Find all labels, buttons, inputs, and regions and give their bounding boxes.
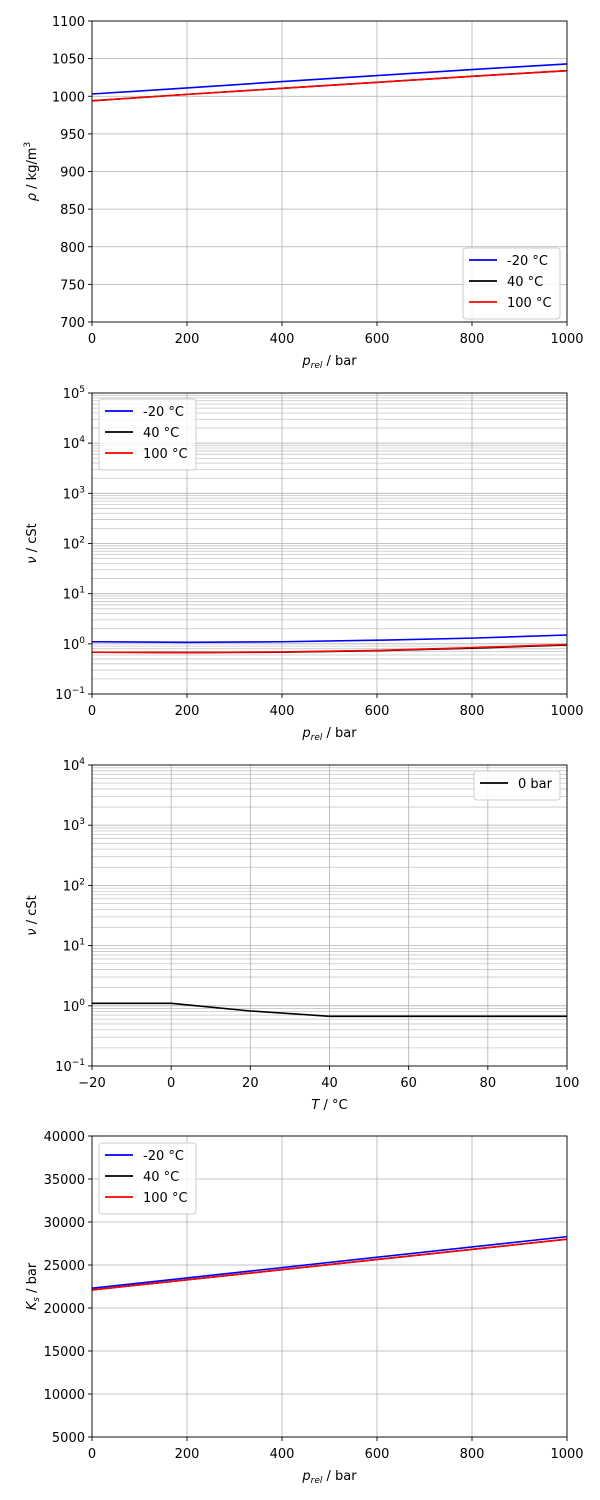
y-tick-label: 104 (63, 435, 86, 452)
x-tick-label: 600 (365, 704, 390, 719)
x-tick-label: 600 (365, 332, 390, 347)
legend-entry: -20 °C (507, 254, 548, 269)
y-tick-label: 105 (63, 385, 85, 402)
chart-2: 0 200 400 600 800 1000 10−1 100 101 102 103 104 105 p… (25, 385, 584, 743)
series-line-3 (91, 69, 568, 102)
y-tick-label: 10−1 (55, 686, 85, 703)
y-tick-label: 10−1 (55, 1058, 85, 1075)
chart-4: 0 200 400 600 800 1000 5000 10000 15000 20000 2500… (25, 1130, 584, 1486)
legend-entry: 100 °C (507, 296, 552, 311)
x-tick-label: 80 (480, 1076, 497, 1091)
y-tick-label: 103 (63, 485, 85, 502)
x-tick-label: 400 (270, 332, 295, 347)
y-axis-label: ρ / kg/m3 (23, 142, 40, 201)
x-tick-label: 600 (365, 1447, 390, 1462)
x-tick-label: 800 (460, 332, 485, 347)
y-tick-label: 950 (60, 128, 85, 143)
series-line-1 (92, 1002, 567, 1018)
y-tick-label: 5000 (52, 1431, 85, 1446)
legend: -20 °C 40 °C 100 °C (98, 1142, 197, 1215)
y-tick-label: 700 (60, 316, 85, 331)
series-lines (92, 1002, 567, 1018)
y-tick-label: 101 (63, 586, 85, 603)
x-tick-label: 200 (175, 1447, 200, 1462)
y-tick-label: 103 (63, 817, 85, 834)
x-tick-label: 1000 (550, 332, 583, 347)
y-tick-label: 850 (60, 203, 85, 218)
x-tick-label: 0 (88, 704, 96, 719)
y-tick-label: 104 (63, 757, 86, 774)
x-tick-label: 60 (400, 1076, 417, 1091)
x-tick-label: 100 (555, 1076, 580, 1091)
x-tick-label: 1000 (550, 1447, 583, 1462)
x-tick-label: 20 (242, 1076, 259, 1091)
legend: -20 °C 40 °C 100 °C (462, 247, 561, 320)
y-tick-label: 1100 (52, 15, 85, 30)
x-axis-label: prel / bar (301, 1469, 357, 1486)
x-axis-label: T / °C (311, 1098, 347, 1113)
x-axis-label: prel / bar (301, 726, 357, 743)
x-tick-label: 400 (270, 1447, 295, 1462)
y-tick-label: 10000 (44, 1388, 85, 1403)
chart-1: 0 200 400 600 800 1000 700 750 800 850 900 950 1000 1… (23, 15, 584, 371)
x-tick-label: 0 (88, 332, 96, 347)
y-axis-label: ν / cSt (25, 523, 40, 563)
y-tick-label: 25000 (44, 1259, 85, 1274)
y-tick-label: 35000 (44, 1173, 85, 1188)
legend-box (473, 770, 561, 801)
series-lines (91, 63, 568, 102)
series-lines (91, 634, 568, 654)
series-line-1 (91, 1235, 568, 1290)
x-tick-label: 40 (321, 1076, 338, 1091)
series-line-1 (91, 63, 568, 95)
x-tick-label: 0 (167, 1076, 175, 1091)
legend-entry: 0 bar (518, 777, 553, 792)
y-tick-label: 40000 (44, 1130, 85, 1145)
x-tick-label: 400 (270, 704, 295, 719)
legend-entry: 100 °C (143, 447, 188, 462)
y-tick-label: 100 (63, 636, 86, 653)
y-tick-label: 15000 (44, 1345, 85, 1360)
x-tick-label: 800 (460, 704, 485, 719)
x-tick-label: 200 (175, 704, 200, 719)
chart-3: −20 0 20 40 60 80 100 10−1 100 101 102 103 104 T / °C… (25, 757, 579, 1113)
legend-entry: 40 °C (143, 426, 179, 441)
x-tick-label: 1000 (550, 704, 583, 719)
series-line-1 (91, 634, 568, 644)
y-axis-label: Ks / bar (25, 1262, 42, 1310)
y-tick-label: 101 (63, 938, 85, 955)
series-line-3 (91, 1238, 568, 1291)
legend: 0 bar (473, 770, 561, 801)
legend: -20 °C 40 °C 100 °C (98, 398, 197, 471)
y-tick-label: 1050 (52, 53, 85, 68)
legend-entry: 100 °C (143, 1191, 188, 1206)
legend-entry: -20 °C (143, 405, 184, 420)
legend-entry: 40 °C (143, 1170, 179, 1185)
series-line-3 (91, 643, 568, 654)
x-tick-label: 200 (175, 332, 200, 347)
x-tick-label: 0 (88, 1447, 96, 1462)
y-tick-label: 750 (60, 278, 85, 293)
y-tick-label: 20000 (44, 1302, 85, 1317)
y-tick-label: 100 (63, 998, 86, 1015)
y-tick-label: 800 (60, 241, 85, 256)
y-axis-label: ν / cSt (25, 895, 40, 935)
y-tick-label: 102 (63, 877, 85, 894)
y-tick-label: 102 (63, 536, 85, 553)
legend-entry: -20 °C (143, 1149, 184, 1164)
x-tick-label: 800 (460, 1447, 485, 1462)
plot-frame (91, 1135, 568, 1438)
series-lines (91, 1235, 568, 1291)
y-tick-label: 1000 (52, 90, 85, 105)
x-tick-label: −20 (78, 1076, 105, 1091)
x-axis-label: prel / bar (301, 354, 357, 371)
legend-entry: 40 °C (507, 275, 543, 290)
y-tick-label: 900 (60, 166, 85, 181)
y-tick-label: 30000 (44, 1216, 85, 1231)
gridlines (91, 764, 568, 1067)
